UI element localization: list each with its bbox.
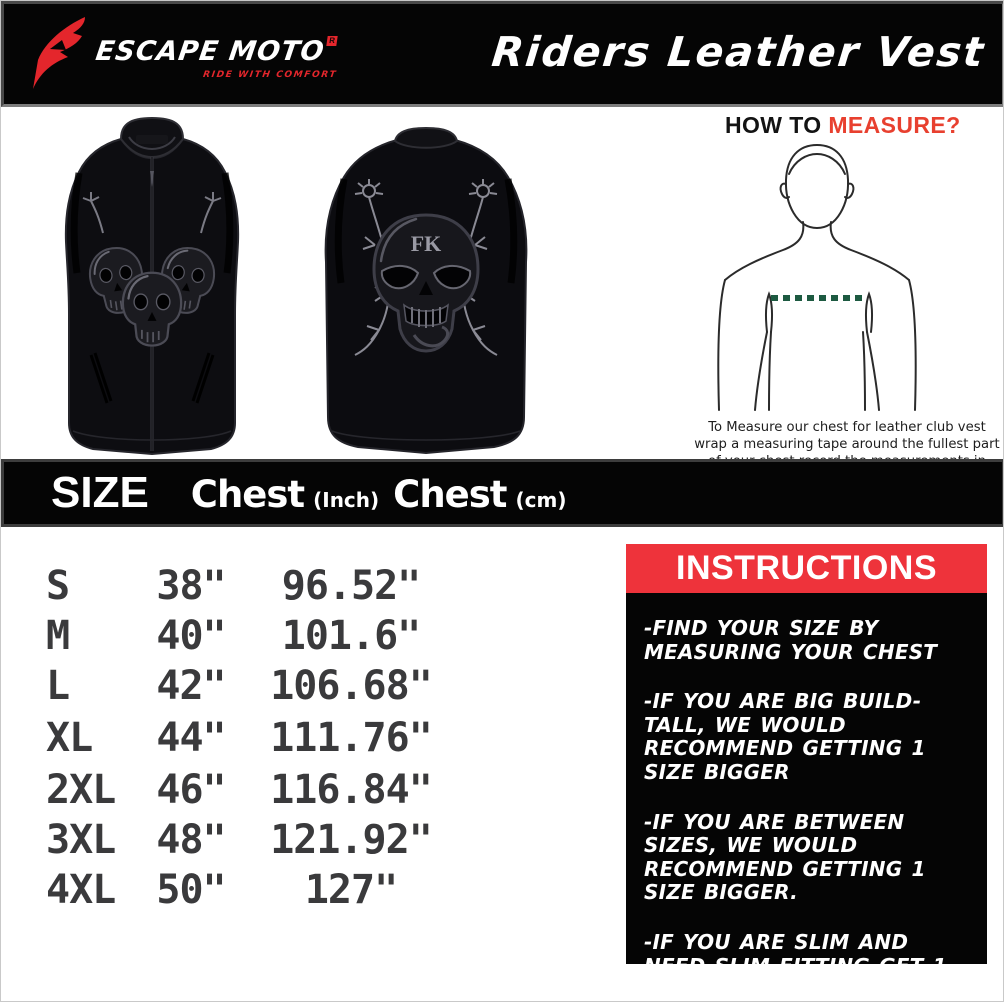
brand-tagline: RIDE WITH COMFORT (202, 70, 339, 80)
column-chest-cm-unit: (cm) (515, 488, 567, 512)
measure-heading-black: HOW TO (725, 112, 829, 138)
size-label: 4XL (46, 867, 116, 913)
chest-cm-value: 127" (304, 867, 398, 913)
column-chest-cm: Chest (393, 473, 507, 516)
header-bar: ESCAPE MOTO R RIDE WITH COMFORT Riders L… (1, 1, 1003, 107)
barbed-wire-graphic (354, 179, 498, 356)
brand-logo: ESCAPE MOTO R RIDE WITH COMFORT (32, 16, 339, 90)
instruction-item: -FIND YOUR SIZE BY MEASURING YOUR CHEST (644, 616, 938, 664)
table-row: XL 44" 111.76" (1, 713, 621, 763)
size-label: L (46, 663, 70, 709)
instruction-item: -IF YOU ARE SLIM AND NEED SLIM FITTING G… (644, 929, 947, 1002)
collar-tag (136, 135, 168, 144)
measure-heading: HOW TO MEASURE? (725, 112, 961, 139)
size-table-header: SIZE Chest (Inch) Chest (cm) (1, 459, 1003, 527)
front-vest-image (64, 116, 240, 456)
chest-inch-value: 38" (156, 563, 226, 609)
chest-inch-value: 40" (156, 613, 226, 659)
table-row: L 42" 106.68" (1, 661, 621, 711)
size-label: S (46, 563, 70, 609)
back-vest-image: FK (324, 126, 528, 455)
chest-cm-value: 111.76" (270, 715, 433, 761)
brand-name: ESCAPE MOTO (93, 36, 327, 67)
size-label: XL (46, 715, 93, 761)
table-row: M 40" 101.6" (1, 611, 621, 661)
page-title: Riders Leather Vest (489, 28, 988, 76)
column-chest-inch: Chest (190, 473, 305, 516)
instruction-item: -IF YOU ARE BIG BUILD-TALL, WE WOULD REC… (644, 689, 926, 784)
chest-inch-value: 44" (156, 715, 226, 761)
chest-inch-value: 48" (156, 817, 226, 863)
size-label: M (46, 613, 70, 659)
registered-mark-icon: R (326, 36, 339, 46)
size-label: 2XL (46, 767, 116, 813)
escape-moto-wing-icon (33, 17, 85, 89)
chest-inch-value: 50" (156, 867, 226, 913)
table-row: 2XL 46" 116.84" (1, 765, 621, 815)
column-chest-inch-unit: (Inch) (313, 488, 380, 512)
table-row: S 38" 96.52" (1, 561, 621, 611)
size-label: 3XL (46, 817, 116, 863)
skull-monogram: FK (411, 231, 442, 256)
chest-cm-value: 106.68" (270, 663, 433, 709)
chest-inch-value: 42" (156, 663, 226, 709)
chest-cm-value: 116.84" (270, 767, 433, 813)
instructions-body: -FIND YOUR SIZE BY MEASURING YOUR CHEST … (626, 593, 987, 1001)
measure-heading-red: MEASURE? (828, 112, 961, 138)
instructions-title: INSTRUCTIONS (626, 544, 987, 593)
instruction-item: -IF YOU ARE BETWEEN SIZES, WE WOULD RECO… (644, 809, 926, 905)
measure-caption-line: wrap a measuring tape around the fullest… (694, 437, 1000, 452)
measure-caption-line: To Measure our chest for leather club ve… (708, 420, 986, 435)
body-measure-diagram (717, 143, 917, 411)
chest-cm-value: 121.92" (270, 817, 433, 863)
column-size: SIZE (51, 468, 149, 517)
chest-cm-value: 96.52" (281, 563, 422, 609)
chest-cm-value: 101.6" (281, 613, 422, 659)
table-row: 3XL 48" 121.92" (1, 815, 621, 865)
chest-inch-value: 46" (156, 767, 226, 813)
table-row: 4XL 50" 127" (1, 865, 621, 915)
instructions-box: INSTRUCTIONS -FIND YOUR SIZE BY MEASURIN… (626, 544, 987, 1001)
